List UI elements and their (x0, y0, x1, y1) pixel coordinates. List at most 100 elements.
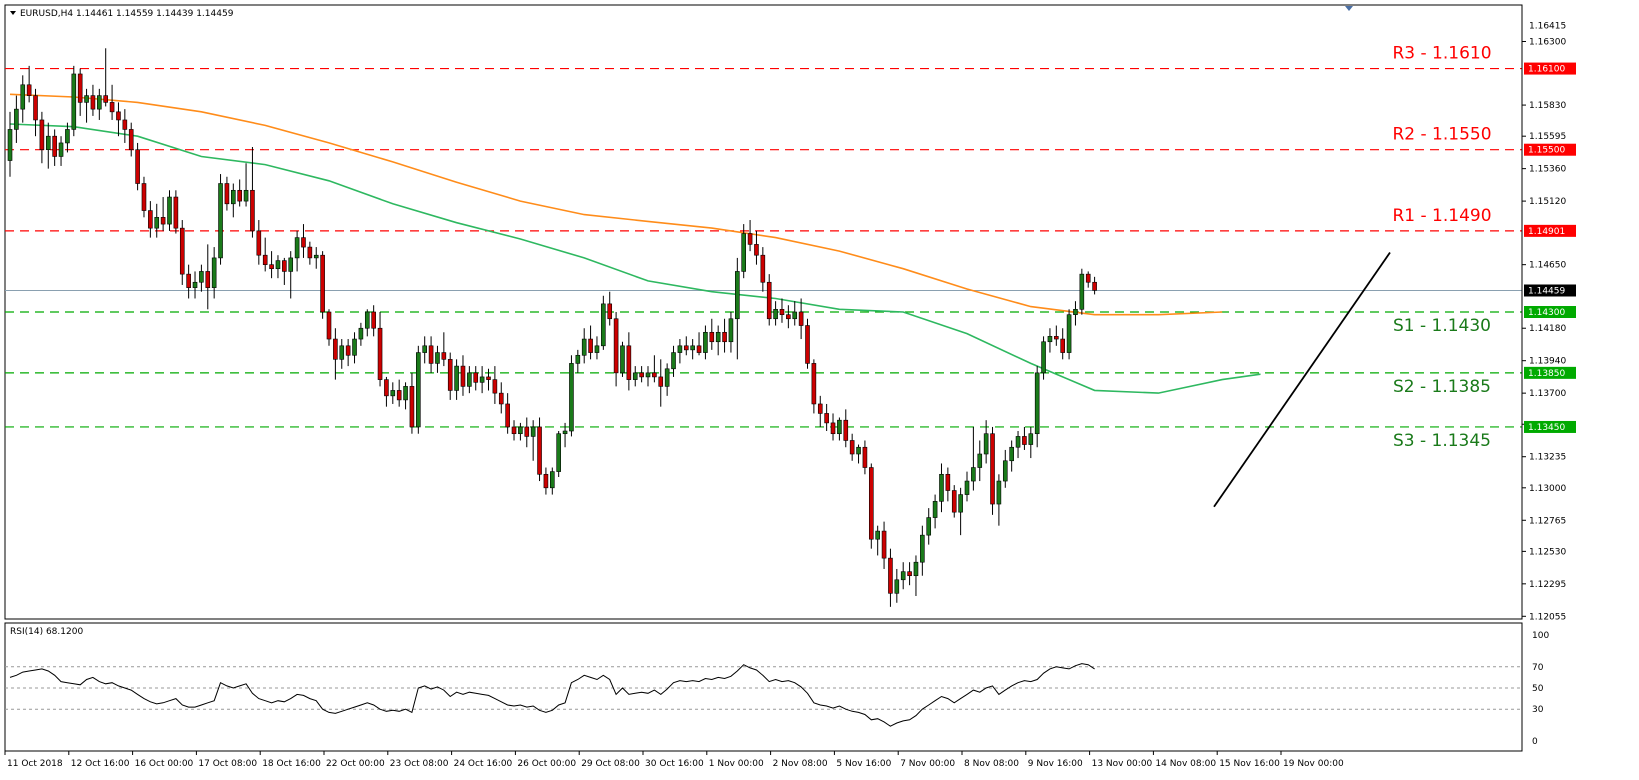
candle (218, 174, 223, 265)
candle-body (562, 430, 568, 435)
candle-body (1054, 336, 1059, 340)
candle-body (1028, 433, 1034, 445)
candle-body (1047, 336, 1053, 343)
candle-body (798, 311, 804, 326)
rsi-tick-label: 50 (1532, 684, 1544, 694)
candle (677, 339, 683, 364)
candle-body (856, 446, 861, 455)
candle-body (735, 271, 740, 320)
candle-body (1015, 436, 1021, 448)
candle (1060, 328, 1065, 360)
price-tick-label: 1.13940 (1529, 357, 1566, 367)
candle (454, 359, 459, 400)
candle-body (109, 102, 115, 113)
candle-body (313, 254, 319, 259)
candle-body (632, 372, 638, 380)
candle (326, 309, 332, 346)
candle (1047, 328, 1053, 353)
candle-body (747, 233, 753, 245)
candle (1054, 325, 1059, 346)
candle-body (920, 534, 925, 563)
candle (122, 109, 128, 143)
candle (250, 147, 255, 238)
level-badge-r2: 1.15500 (1528, 146, 1565, 156)
candle (97, 88, 102, 120)
candle (862, 440, 868, 475)
level-badge-s1: 1.14300 (1528, 308, 1565, 318)
candle-body (620, 345, 625, 374)
price-tick-label: 1.15595 (1529, 132, 1566, 142)
candle-body (218, 183, 223, 259)
price-tick-label: 1.15830 (1529, 101, 1566, 111)
candle-body (301, 237, 306, 248)
candle-body (773, 308, 778, 320)
candle-body (358, 327, 364, 340)
scroll-marker-icon[interactable] (1345, 6, 1353, 11)
candle (275, 255, 281, 279)
level-badge-r1-bg (1524, 224, 1576, 237)
candle-body (703, 331, 708, 353)
rsi-pane-frame (4, 622, 1523, 752)
candle-body (575, 354, 581, 364)
candle (160, 197, 166, 231)
candle-body (888, 557, 893, 594)
candle-body (1041, 341, 1046, 374)
candle (396, 379, 402, 407)
candle-body (766, 281, 772, 320)
candle (505, 393, 510, 434)
candle-body (26, 84, 32, 96)
candle-body (371, 311, 376, 329)
candle (479, 366, 485, 394)
candle-body (607, 303, 613, 320)
candle-body (1073, 308, 1078, 316)
candle (243, 163, 249, 207)
candle (377, 312, 383, 387)
candle-body (786, 314, 791, 320)
menu-triangle-icon[interactable] (10, 11, 16, 15)
candle (875, 525, 880, 556)
candle-body (148, 210, 153, 229)
candle (996, 474, 1002, 526)
candle (817, 395, 823, 427)
candle-body (390, 390, 396, 397)
level-labels-layer: R3 - 1.1610 R2 - 1.1550 R1 - 1.1490 S1 - 1.… (1392, 44, 1491, 451)
candle (671, 345, 676, 377)
candle (84, 88, 89, 123)
candle-body (645, 372, 651, 378)
candle (422, 336, 428, 364)
candle (881, 521, 887, 569)
candle (830, 413, 836, 441)
time-tick-label: 18 Oct 16:00 (262, 759, 321, 769)
candle-body (428, 345, 434, 364)
rsi-tick-label: 30 (1532, 705, 1544, 715)
candle (741, 224, 747, 279)
candle (288, 251, 294, 299)
candle-body (135, 149, 140, 184)
candle (907, 562, 912, 586)
candle-body (830, 422, 836, 435)
time-tick-label: 15 Nov 16:00 (1219, 759, 1280, 769)
candle-body (613, 318, 619, 374)
candle-body (626, 345, 632, 380)
candle (607, 291, 613, 326)
candle (294, 230, 300, 272)
candle (167, 190, 172, 231)
candle-body (971, 467, 976, 482)
candle (231, 183, 236, 218)
candle-body (250, 189, 255, 232)
candle-body (173, 196, 179, 229)
candle (237, 179, 242, 207)
candle (798, 298, 804, 340)
time-tick-label: 13 Nov 00:00 (1092, 759, 1153, 769)
candle-body (65, 129, 70, 144)
current-price-badge-bg (1524, 284, 1576, 297)
candle-body (1022, 436, 1027, 445)
price-tick-label: 1.13235 (1529, 453, 1566, 463)
level-label-r2: R2 - 1.1550 (1392, 125, 1491, 145)
candle (282, 257, 287, 285)
candle-body (811, 363, 817, 405)
candle-body (116, 111, 121, 121)
price-tick-label: 1.13700 (1529, 389, 1566, 399)
candle-body (722, 331, 727, 343)
candle-body (103, 95, 108, 103)
